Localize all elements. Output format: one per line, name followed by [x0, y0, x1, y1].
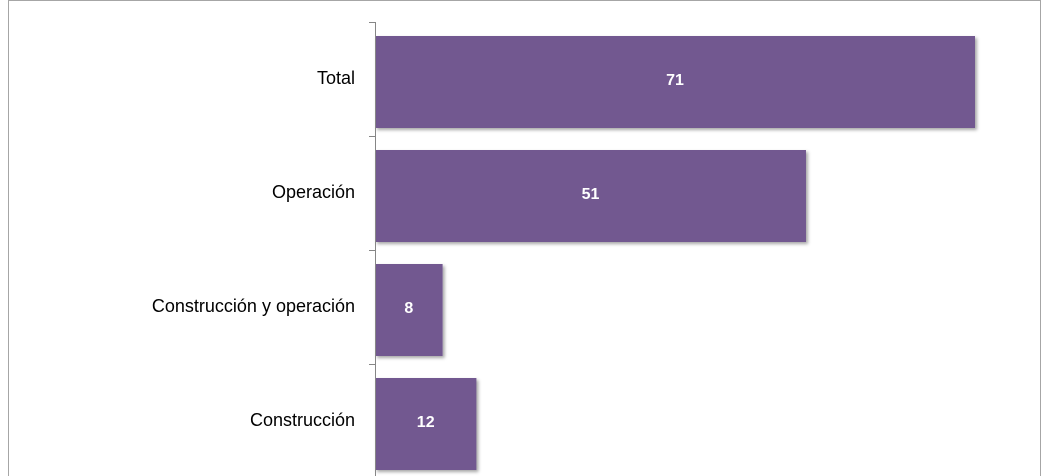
data-label: 51 — [582, 186, 600, 203]
category-label: Operación — [272, 182, 355, 202]
bar — [375, 36, 975, 128]
bar — [375, 264, 443, 356]
category-label: Total — [317, 68, 355, 88]
data-label: 12 — [417, 414, 435, 431]
category-label: Construcción — [250, 410, 355, 430]
category-label: Construcción y operación — [152, 296, 355, 316]
bar — [375, 378, 477, 470]
bar — [375, 150, 806, 242]
data-label: 71 — [666, 72, 684, 89]
data-label: 8 — [404, 300, 413, 317]
